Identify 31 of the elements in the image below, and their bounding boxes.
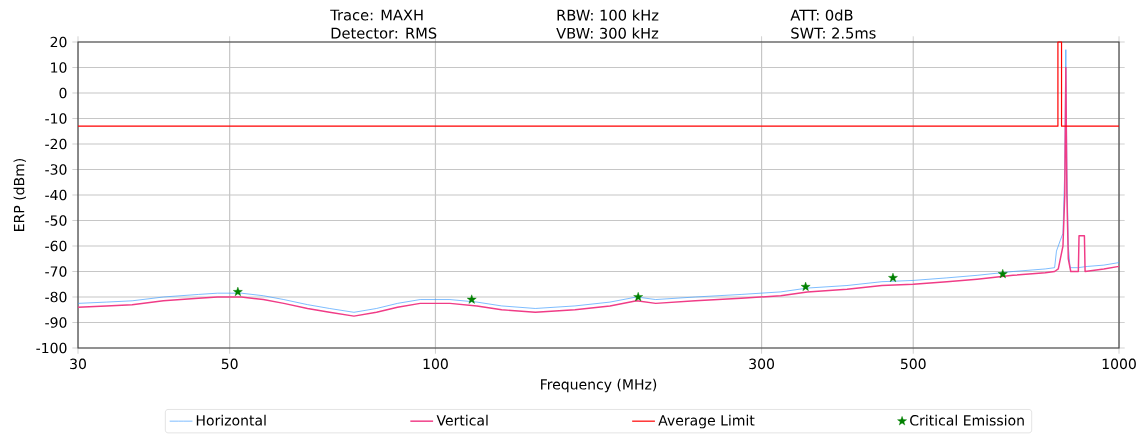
y-tick-label: -60: [45, 240, 67, 252]
legend-label: Horizontal: [196, 414, 266, 426]
y-tick-label: -50: [45, 215, 67, 226]
x-tick-label: 30: [70, 358, 86, 370]
y-tick-label: -20: [45, 138, 67, 150]
y-tick-label: -30: [45, 164, 67, 175]
y-axis-title: ERP (dBm): [13, 158, 27, 231]
y-tick-label: -80: [45, 291, 67, 303]
y-tick-label: 20: [50, 36, 67, 48]
text: RBW: 100 kHz: [557, 9, 659, 21]
x-tick-label: 1000: [1102, 358, 1136, 370]
y-tick-label: -10: [45, 113, 67, 124]
legend-label: Critical Emission: [910, 414, 1024, 426]
x-tick-label: 100: [423, 358, 448, 370]
y-tick-label: -70: [45, 266, 67, 277]
text: VBW: 300 kHz: [556, 27, 659, 39]
y-tick-label: 10: [51, 62, 67, 73]
text: SWT: 2.5ms: [791, 27, 876, 39]
y-tick-label: 0: [59, 87, 67, 99]
y-tick-label: -100: [36, 342, 67, 354]
text: Trace: MAXH: [330, 9, 423, 21]
x-tick-label: 50: [221, 358, 238, 370]
legend-label: Average Limit: [658, 414, 755, 429]
y-tick-label: -40: [45, 189, 67, 201]
x-axis-title: Frequency (MHz): [541, 378, 657, 393]
text: ATT: 0dB: [790, 9, 853, 21]
y-tick-label: -90: [45, 317, 67, 328]
text: Detector: RMS: [331, 27, 437, 39]
x-tick-label: 500: [900, 358, 926, 370]
x-tick-label: 300: [749, 358, 774, 370]
legend-label: Vertical: [436, 414, 488, 426]
